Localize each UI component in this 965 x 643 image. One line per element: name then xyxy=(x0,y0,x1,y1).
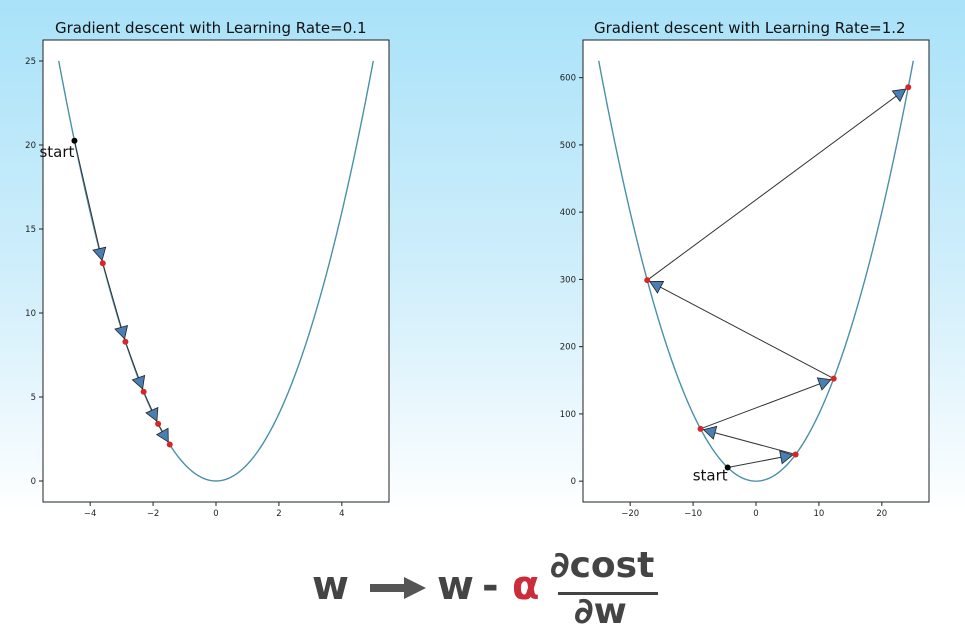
left-step-point xyxy=(166,441,173,448)
right-x-tick-label: 20 xyxy=(876,509,887,519)
left-y-tick-label: 25 xyxy=(25,57,36,67)
right-step-point xyxy=(697,425,704,432)
left-parabola-curve xyxy=(58,60,374,482)
formula-denominator: ∂w xyxy=(574,591,627,632)
left-step-point xyxy=(140,388,147,395)
left-y-tick-label: 10 xyxy=(25,309,36,319)
left-start-point xyxy=(71,137,78,144)
left-step-arrowhead xyxy=(114,324,129,340)
left-plot: start −4 −2 0 2 4 0 5 10 15 20 25 xyxy=(25,39,390,519)
right-plot-area xyxy=(583,40,929,502)
formula-fraction-bar xyxy=(558,592,658,595)
left-step-arrowhead xyxy=(131,374,146,390)
left-x-tick-label: 4 xyxy=(339,509,344,519)
right-x-tick-label: 10 xyxy=(813,509,824,519)
formula-minus: - xyxy=(482,563,499,609)
right-x-tick-label: −10 xyxy=(684,509,702,519)
right-step-point xyxy=(830,375,837,382)
right-start-point xyxy=(724,464,731,471)
left-y-tick-label: 20 xyxy=(25,141,36,151)
left-x-tick-label: −4 xyxy=(84,509,97,519)
right-step-line xyxy=(700,428,796,455)
right-step-point xyxy=(905,84,912,91)
right-step-line xyxy=(646,86,909,281)
left-x-tick-label: 0 xyxy=(213,509,218,519)
left-x-tick-label: −2 xyxy=(147,509,160,519)
left-step-arrowhead xyxy=(92,246,107,262)
left-step-point xyxy=(122,338,129,345)
formula-numerator: ∂cost xyxy=(550,545,655,586)
formula-learning-rate: α xyxy=(512,563,540,609)
right-step-point xyxy=(644,277,651,284)
right-y-tick-label: 300 xyxy=(560,275,576,285)
left-step-arrowhead xyxy=(155,427,169,443)
right-step-line xyxy=(700,378,834,430)
left-chart-title: Gradient descent with Learning Rate=0.1 xyxy=(55,19,367,37)
right-step-arrowhead xyxy=(779,450,794,465)
right-y-tick-label: 100 xyxy=(560,410,576,420)
right-start-label: start xyxy=(693,467,728,485)
left-plot-area xyxy=(43,40,389,502)
left-y-tick-label: 0 xyxy=(31,477,36,487)
left-x-tick-label: 2 xyxy=(276,509,281,519)
left-step-point xyxy=(99,260,106,267)
left-y-tick-label: 15 xyxy=(25,225,36,235)
right-step-arrowhead xyxy=(649,281,665,294)
right-y-tick-label: 0 xyxy=(571,477,576,487)
left-start-label: start xyxy=(39,143,74,161)
right-step-arrowhead xyxy=(702,425,718,440)
right-y-tick-label: 400 xyxy=(560,208,576,218)
formula-weight-rhs: w xyxy=(437,563,474,609)
right-step-point xyxy=(792,451,799,458)
right-step-arrowhead xyxy=(891,88,907,103)
left-step-line xyxy=(73,140,104,264)
right-arrow-icon xyxy=(370,577,426,599)
left-step-arrowhead xyxy=(145,406,159,422)
right-x-tick-label: 0 xyxy=(753,509,758,519)
gradient-update-formula: w w - α ∂cost ∂w xyxy=(300,545,720,640)
right-chart-title: Gradient descent with Learning Rate=1.2 xyxy=(594,19,906,37)
right-y-tick-label: 500 xyxy=(560,141,576,151)
right-x-tick-label: −20 xyxy=(621,509,639,519)
right-y-tick-label: 600 xyxy=(560,74,576,84)
left-y-tick-label: 5 xyxy=(31,393,36,403)
formula-weight: w xyxy=(312,563,349,609)
right-step-line xyxy=(646,279,834,380)
left-step-point xyxy=(155,420,162,427)
right-parabola-curve xyxy=(598,60,914,482)
right-step-arrowhead xyxy=(816,377,832,391)
right-y-tick-label: 200 xyxy=(560,343,576,353)
